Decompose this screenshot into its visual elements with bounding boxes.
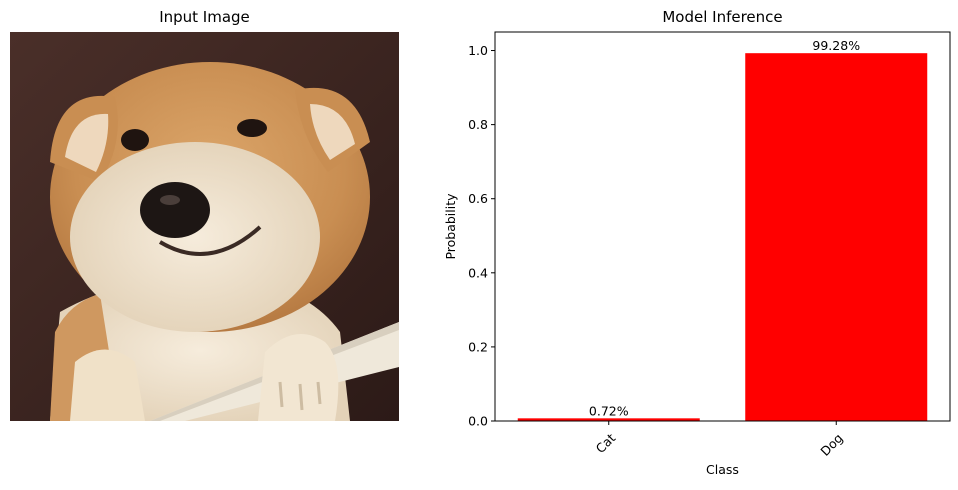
bar-cat xyxy=(517,418,700,421)
left-paw xyxy=(70,349,145,421)
x-tick-label-dog: Dog xyxy=(817,430,845,458)
y-tick-label: 0.6 xyxy=(468,191,488,206)
input-image xyxy=(10,32,399,421)
data-label-cat: 0.72% xyxy=(589,403,629,418)
y-tick-label: 1.0 xyxy=(468,43,488,58)
left-eye xyxy=(121,129,149,151)
input-image-title: Input Image xyxy=(159,8,250,26)
x-axis-label: Class xyxy=(706,462,739,477)
dog-mouth xyxy=(158,225,262,256)
y-tick-label: 0.2 xyxy=(468,339,488,354)
dog-nose xyxy=(140,182,210,238)
y-tick-label: 0.8 xyxy=(468,117,488,132)
bar-dog xyxy=(745,53,928,422)
x-tick-label-cat: Cat xyxy=(593,430,619,456)
data-label-dog: 99.28% xyxy=(812,38,860,53)
right-eye xyxy=(237,119,267,137)
y-tick-label: 0.0 xyxy=(468,414,488,429)
dog-muzzle-area xyxy=(70,142,320,332)
dog-photo xyxy=(10,32,399,421)
y-axis-label: Probability xyxy=(443,193,458,260)
y-tick-label: 0.4 xyxy=(468,265,488,280)
plot-frame xyxy=(494,31,951,422)
chart-title: Model Inference xyxy=(662,8,783,26)
